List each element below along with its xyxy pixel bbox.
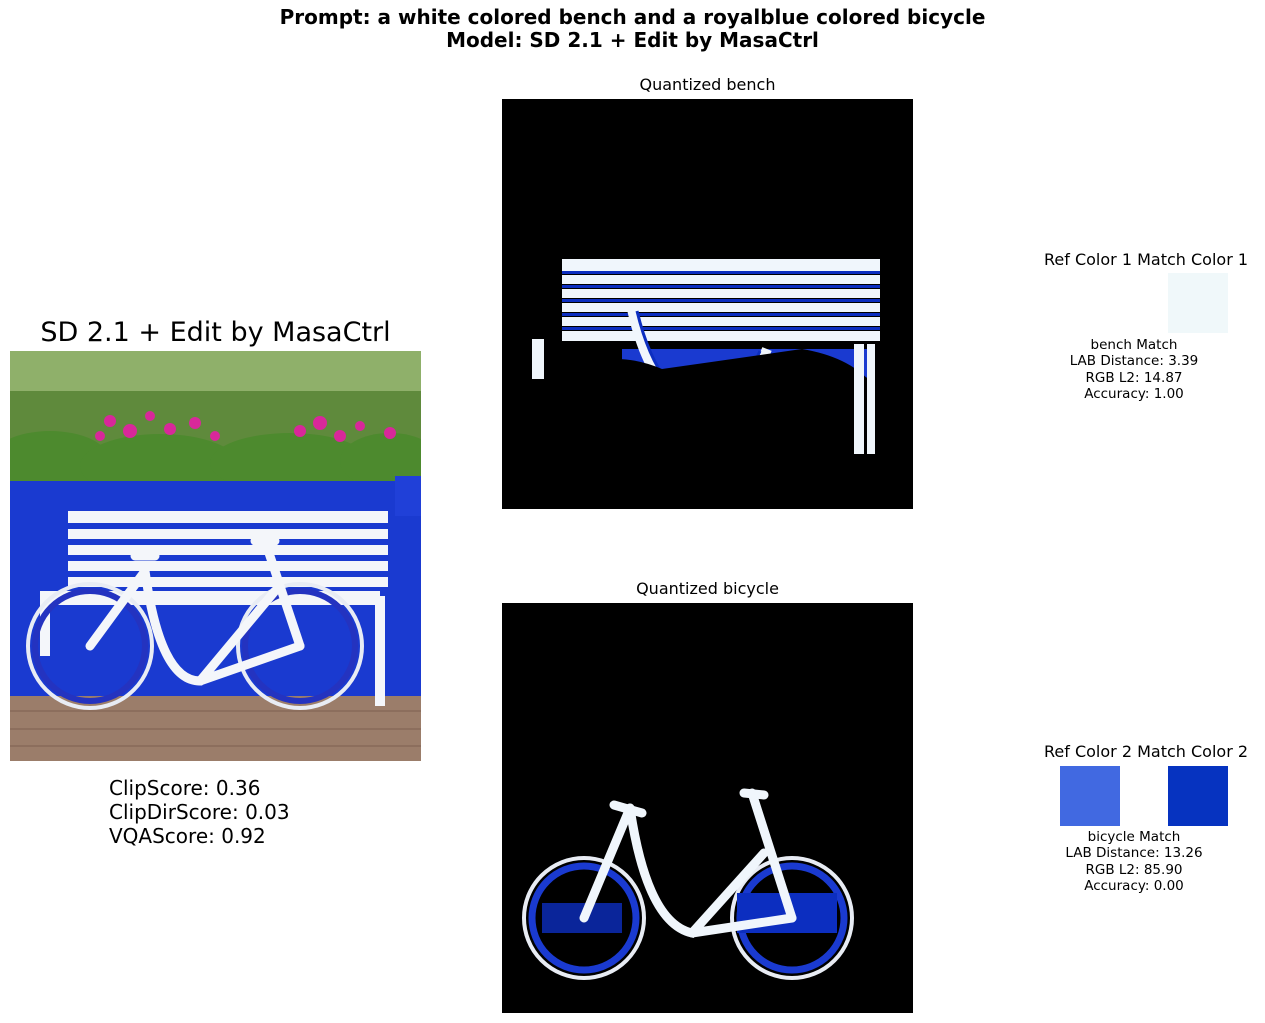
color-match-2-title: Ref Color 2 Match Color 2: [1044, 742, 1249, 761]
clip-score: ClipScore: 0.36: [109, 776, 261, 800]
bicycle-panel-title: Quantized bicycle: [636, 579, 779, 598]
prompt-line: Prompt: a white colored bench and a roya…: [279, 5, 986, 29]
color-match-1-stats: bench Match LAB Distance: 3.39 RGB L2: 1…: [1034, 337, 1234, 402]
match-2-label: bicycle Match: [1087, 829, 1181, 845]
match-color-1-swatch: [1168, 273, 1228, 333]
match-1-accuracy: Accuracy: 1.00: [1084, 385, 1184, 402]
quantized-bicycle-image: [502, 603, 913, 1013]
ref-color-2-swatch: [1060, 766, 1120, 826]
match-2-lab: LAB Distance: 13.26: [1065, 845, 1203, 862]
color-match-2-stats: bicycle Match LAB Distance: 13.26 RGB L2…: [1034, 829, 1234, 894]
match-1-lab: LAB Distance: 3.39: [1069, 353, 1199, 370]
generated-image-title: SD 2.1 + Edit by MasaCtrl: [40, 317, 391, 348]
scores-block: ClipScore: 0.36 ClipDirScore: 0.03 VQASc…: [109, 776, 290, 848]
match-2-rgb: RGB L2: 85.90: [1085, 861, 1183, 878]
model-line: Model: SD 2.1 + Edit by MasaCtrl: [446, 28, 819, 52]
color-match-1-title: Ref Color 1 Match Color 1: [1044, 250, 1249, 269]
ref-color-1-swatch: [1060, 273, 1120, 333]
vqa-score: VQAScore: 0.92: [109, 824, 266, 848]
match-1-rgb: RGB L2: 14.87: [1085, 369, 1183, 386]
match-color-2-swatch: [1168, 766, 1228, 826]
bench-panel-title: Quantized bench: [639, 75, 776, 94]
match-1-label: bench Match: [1090, 337, 1178, 353]
quantized-bench-image: [502, 99, 913, 509]
generated-image: [10, 351, 421, 761]
figure-title: Prompt: a white colored bench and a roya…: [0, 6, 1265, 52]
match-2-accuracy: Accuracy: 0.00: [1084, 877, 1184, 894]
clipdir-score: ClipDirScore: 0.03: [109, 800, 290, 824]
